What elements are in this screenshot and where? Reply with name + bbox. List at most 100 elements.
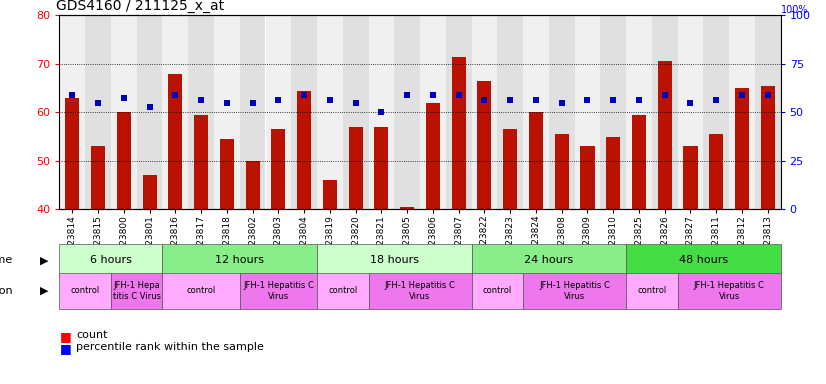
Bar (59, 15, 85, 209)
Bar (368, 273, 472, 309)
Text: JFH-1 Hepatitis C
Virus: JFH-1 Hepatitis C Virus (694, 281, 765, 301)
Bar (297, 91, 311, 209)
Bar (677, 273, 781, 309)
Point (581, 97, 594, 103)
Bar (143, 175, 157, 209)
Point (272, 97, 285, 103)
Text: ■: ■ (59, 330, 71, 343)
Bar (575, 15, 601, 209)
Point (92, 99, 105, 106)
Point (477, 97, 491, 103)
Text: ■: ■ (59, 342, 71, 355)
Bar (111, 273, 163, 309)
Bar (245, 161, 259, 209)
Bar (265, 15, 292, 209)
Bar (657, 61, 672, 209)
Bar (374, 127, 388, 209)
Bar (420, 15, 446, 209)
Text: 12 hours: 12 hours (216, 255, 264, 265)
Point (297, 92, 311, 98)
Bar (343, 15, 368, 209)
Point (555, 99, 568, 106)
Point (658, 92, 672, 98)
Bar (626, 244, 781, 276)
Bar (116, 112, 131, 209)
Bar (85, 15, 111, 209)
Point (606, 97, 620, 103)
Bar (523, 15, 548, 209)
Bar (446, 15, 472, 209)
Bar (426, 103, 440, 209)
Bar (317, 15, 343, 209)
Bar (188, 15, 214, 209)
Text: JFH-1 Hepatitis C
Virus: JFH-1 Hepatitis C Virus (243, 281, 314, 301)
Text: 48 hours: 48 hours (679, 255, 728, 265)
Bar (709, 134, 724, 209)
Bar (503, 129, 517, 209)
Bar (601, 15, 626, 209)
Bar (214, 15, 240, 209)
Text: 6 hours: 6 hours (90, 255, 132, 265)
Bar (472, 15, 497, 209)
Point (323, 97, 336, 103)
Text: control: control (482, 286, 512, 295)
Bar (163, 244, 317, 276)
Text: JFH-1 Hepa
titis C Virus: JFH-1 Hepa titis C Virus (112, 281, 161, 301)
Point (221, 99, 234, 106)
Text: ▶: ▶ (40, 286, 49, 296)
Point (375, 109, 388, 115)
Bar (683, 146, 697, 209)
Bar (632, 115, 646, 209)
Bar (91, 146, 105, 209)
Bar (59, 244, 163, 276)
Point (117, 95, 131, 101)
Bar (677, 15, 703, 209)
Point (452, 92, 465, 98)
Bar (194, 115, 208, 209)
Bar (581, 146, 595, 209)
Bar (761, 86, 775, 209)
Bar (137, 15, 163, 209)
Bar (735, 88, 749, 209)
Bar (626, 15, 652, 209)
Bar (497, 15, 523, 209)
Bar (394, 15, 420, 209)
Bar (220, 139, 234, 209)
Bar (368, 15, 394, 209)
Text: infection: infection (0, 286, 12, 296)
Bar (548, 15, 575, 209)
Point (504, 97, 517, 103)
Text: control: control (187, 286, 216, 295)
Bar (59, 273, 111, 309)
Text: JFH-1 Hepatitis C
Virus: JFH-1 Hepatitis C Virus (539, 281, 610, 301)
Text: 24 hours: 24 hours (525, 255, 573, 265)
Text: time: time (0, 255, 12, 265)
Bar (240, 273, 317, 309)
Text: 18 hours: 18 hours (370, 255, 419, 265)
Text: JFH-1 Hepatitis C
Virus: JFH-1 Hepatitis C Virus (385, 281, 455, 301)
Bar (472, 273, 523, 309)
Text: control: control (328, 286, 358, 295)
Text: control: control (637, 286, 667, 295)
Point (246, 99, 259, 106)
Point (761, 92, 774, 98)
Point (426, 92, 439, 98)
Bar (554, 134, 569, 209)
Point (401, 92, 414, 98)
Bar (240, 15, 265, 209)
Text: percentile rank within the sample: percentile rank within the sample (76, 342, 263, 352)
Bar (349, 127, 363, 209)
Bar (703, 15, 729, 209)
Bar (477, 81, 491, 209)
Text: GDS4160 / 211125_x_at: GDS4160 / 211125_x_at (56, 0, 224, 13)
Point (143, 104, 156, 111)
Point (349, 99, 363, 106)
Bar (400, 207, 414, 209)
Bar (523, 273, 626, 309)
Text: control: control (70, 286, 100, 295)
Bar (271, 129, 286, 209)
Point (169, 92, 182, 98)
Bar (626, 273, 677, 309)
Bar (606, 137, 620, 209)
Text: count: count (76, 330, 107, 340)
